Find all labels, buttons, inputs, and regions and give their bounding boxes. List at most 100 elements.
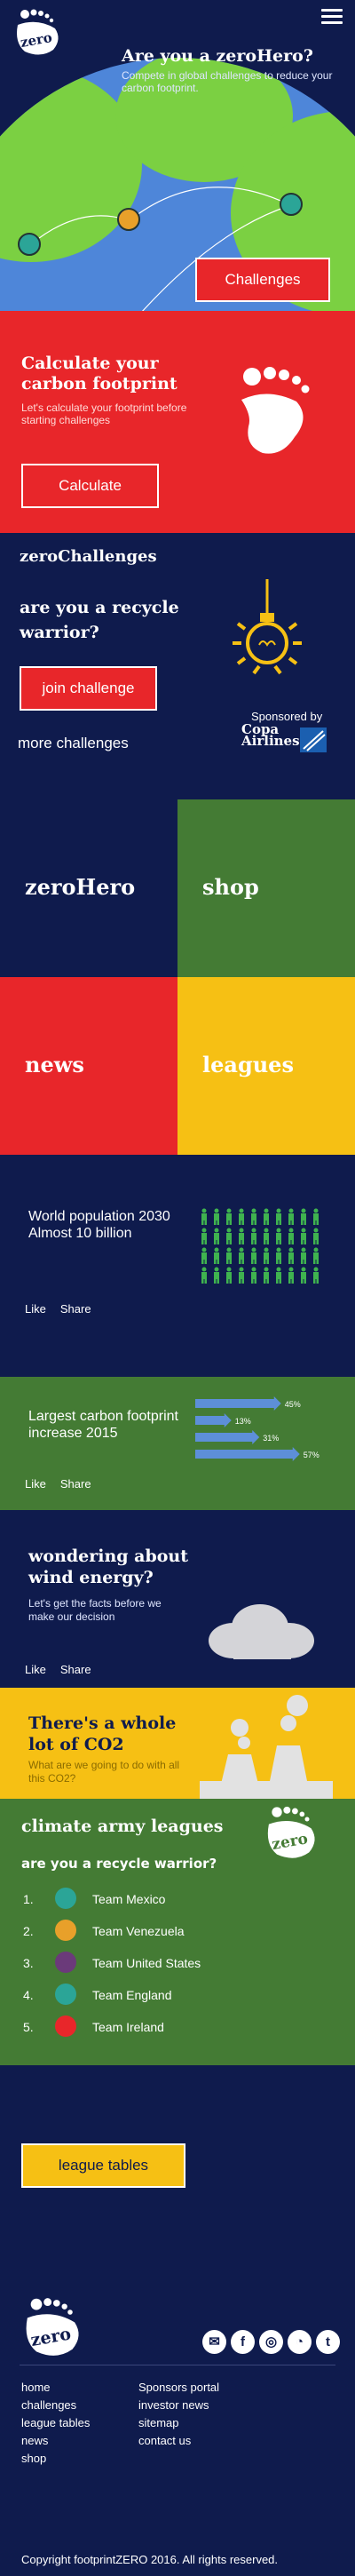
footer-link-investor-news[interactable]: investor news [138,2398,209,2412]
footer-link-sponsors-portal[interactable]: Sponsors portal [138,2381,220,2394]
leagues-section: climate army leagues are you a recycle w… [0,1799,355,2065]
person-icon [237,1228,246,1245]
population-text: World population 2030 Almost 10 billion [28,1208,170,1242]
co2-title: There's a whole lot of CO2 [28,1713,176,1755]
copyright-text: Copyright footprintZERO 2016. All rights… [21,2553,279,2566]
wind-title-line1: wondering about [28,1546,189,1566]
twitter-icon[interactable]: t [316,2330,340,2354]
copa-airlines-logo[interactable]: Copa Airlines [241,721,300,749]
hero-section: zero Are you a zeroHero? Compete in glob… [0,0,355,311]
person-icon [312,1267,320,1284]
like-button[interactable]: Like [25,1477,46,1491]
tile-shop[interactable]: shop [178,799,355,977]
co2-card: There's a whole lot of CO2 What are we g… [0,1688,355,1799]
population-pictogram [200,1208,333,1288]
globe-illustration [0,58,355,311]
person-icon [262,1267,271,1284]
population-line2: Almost 10 billion [28,1226,132,1241]
calculator-title-line2: carbon footprint [21,374,178,394]
carbon-line2: increase 2015 [28,1426,118,1441]
challenges-section: zeroChallenges are you a recycle warrior… [0,533,355,799]
league-tables-button[interactable]: league tables [21,2143,185,2188]
person-icon [287,1247,296,1265]
wind-title-line2: wind energy? [28,1568,154,1587]
footer-link-sitemap[interactable]: sitemap [138,2416,179,2429]
person-icon [299,1228,308,1245]
instagram-icon[interactable]: ◎ [259,2330,283,2354]
person-icon [299,1267,308,1284]
sponsor-name-line2: Airlines [241,733,300,749]
footer-link-news[interactable]: news [21,2434,49,2447]
calculator-title-line1: Calculate your [21,354,159,373]
person-icon [274,1208,283,1226]
team-name: Team Mexico [92,1892,166,1906]
co2-title-line2: lot of CO2 [28,1735,124,1754]
team-avatar [55,2015,76,2037]
carbon-line1: Largest carbon footprint [28,1409,178,1424]
share-button[interactable]: Share [59,1302,91,1316]
person-icon [299,1208,308,1226]
sponsor-name-line1: Copa [241,721,280,737]
person-icon [262,1228,271,1245]
person-icon [200,1247,209,1265]
person-icon [237,1208,246,1226]
share-button[interactable]: Share [59,1477,91,1491]
footer-link-league-tables[interactable]: league tables [21,2416,91,2429]
footer-link-contact-us[interactable]: contact us [138,2434,192,2447]
like-button[interactable]: Like [25,1663,46,1676]
share-button[interactable]: Share [59,1663,91,1676]
lightbulb-icon [233,579,302,675]
wind-text: Let's get the facts before we make our d… [28,1597,162,1623]
more-challenges-link[interactable]: more challenges [18,735,129,751]
team-name: Team United States [92,1956,201,1970]
hero-title: Are you a zeroHero? [122,46,313,66]
tile-label: leagues [202,1052,294,1077]
team-avatar [55,1920,76,1941]
footprint-zero-logo[interactable]: zero [11,7,66,60]
cloud-icon [209,1604,314,1659]
person-icon [312,1228,320,1245]
team-name: Team Venezuela [92,1924,185,1938]
footprint-zero-logo[interactable]: zero [18,2295,89,2363]
footer-link-home[interactable]: home [21,2381,51,2394]
tile-news[interactable]: news [0,977,178,1155]
rss-icon[interactable]: ◔ [288,2330,312,2354]
chart-value-label: 13% [235,1417,251,1426]
person-icon [274,1228,283,1245]
footprint-zero-logo: zero [267,1806,315,1858]
challenges-heading: zeroChallenges [20,547,157,566]
tile-leagues[interactable]: leagues [178,977,355,1155]
tile-label: zeroHero [25,874,136,900]
tile-zerohero[interactable]: zeroHero [0,799,178,977]
footer-link-shop[interactable]: shop [21,2452,47,2465]
person-icon [200,1267,209,1284]
person-icon [212,1228,221,1245]
person-icon [212,1247,221,1265]
leagues-question: are you a recycle warrior? [21,1856,217,1872]
team-rank: 2. [23,1924,34,1938]
challenges-button[interactable]: Challenges [195,258,330,302]
carbon-footprint-chart: 45% 13% 31% 57% [195,1396,320,1461]
person-icon [299,1247,308,1265]
person-icon [225,1208,233,1226]
like-button[interactable]: Like [25,1302,46,1316]
email-icon[interactable]: ✉ [202,2330,226,2354]
calculate-button[interactable]: Calculate [21,464,159,508]
join-challenge-button[interactable]: join challenge [20,666,157,711]
hamburger-menu-icon[interactable] [321,9,343,28]
person-icon [225,1228,233,1245]
person-icon [287,1267,296,1284]
facebook-icon[interactable]: f [231,2330,255,2354]
footer-link-challenges[interactable]: challenges [21,2398,77,2412]
team-name: Team Ireland [92,2020,164,2034]
person-icon [249,1208,258,1226]
tile-label: shop [202,874,259,900]
sponsored-by-label: Sponsored by [251,710,323,723]
hero-subtitle: Compete in global challenges to reduce y… [122,69,333,94]
chart-bar [195,1430,260,1444]
population-card: World population 2030 Almost 10 billion … [0,1155,355,1377]
person-icon [225,1267,233,1284]
wind-title: wondering about wind energy? [28,1546,188,1588]
person-icon [312,1247,320,1265]
